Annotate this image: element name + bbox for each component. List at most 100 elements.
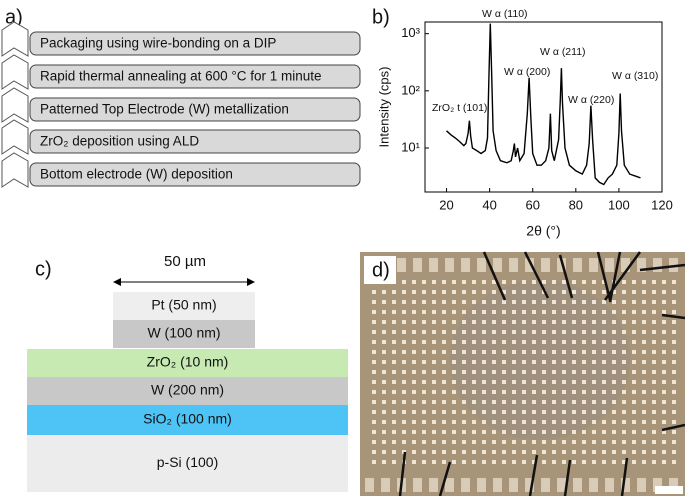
pad (512, 460, 516, 464)
pad (562, 310, 566, 314)
pad (622, 300, 626, 304)
pad (662, 410, 666, 414)
pad (592, 420, 596, 424)
edge-pad (605, 258, 614, 272)
pad (382, 290, 386, 294)
pad (452, 420, 456, 424)
edge-pad (589, 258, 598, 272)
pad (582, 290, 586, 294)
pad (592, 460, 596, 464)
pad (602, 380, 606, 384)
pad (392, 430, 396, 434)
pad (672, 380, 676, 384)
pad (672, 280, 676, 284)
pad (652, 310, 656, 314)
pad (532, 460, 536, 464)
pad (572, 310, 576, 314)
pad (662, 460, 666, 464)
pad (532, 330, 536, 334)
pad (482, 300, 486, 304)
edge-pad (429, 478, 438, 492)
pad (422, 340, 426, 344)
pad (392, 360, 396, 364)
pad (502, 400, 506, 404)
pad (592, 380, 596, 384)
pad (442, 280, 446, 284)
pad (462, 330, 466, 334)
pad (532, 340, 536, 344)
pad (632, 440, 636, 444)
pad (642, 300, 646, 304)
edge-pad (669, 478, 678, 492)
pad (482, 450, 486, 454)
pad (432, 460, 436, 464)
pad (592, 330, 596, 334)
pad (552, 280, 556, 284)
pad (482, 340, 486, 344)
pad (402, 360, 406, 364)
plot-frame (424, 21, 663, 193)
pad (372, 370, 376, 374)
pad (522, 450, 526, 454)
pad (662, 330, 666, 334)
pad (502, 390, 506, 394)
step-box (29, 162, 361, 187)
pad (422, 350, 426, 354)
pad (602, 290, 606, 294)
pad (402, 350, 406, 354)
pad (502, 380, 506, 384)
panel-label: b) (372, 6, 390, 28)
pad (512, 320, 516, 324)
pad (552, 330, 556, 334)
pad (672, 420, 676, 424)
edge-pad (557, 478, 566, 492)
pad (482, 410, 486, 414)
pad (492, 440, 496, 444)
pad (492, 350, 496, 354)
step-text: Bottom electrode (W) deposition (40, 167, 233, 182)
pad (602, 330, 606, 334)
pad (472, 410, 476, 414)
pad (662, 450, 666, 454)
pad (512, 350, 516, 354)
pad (492, 390, 496, 394)
pad (672, 320, 676, 324)
pad (492, 460, 496, 464)
pad (632, 400, 636, 404)
pad (472, 370, 476, 374)
pad (452, 460, 456, 464)
pad (452, 350, 456, 354)
pad (442, 330, 446, 334)
pad (492, 400, 496, 404)
pad (642, 460, 646, 464)
label-box (364, 256, 396, 284)
pad (372, 330, 376, 334)
pad (652, 440, 656, 444)
pad (372, 460, 376, 464)
pad (582, 440, 586, 444)
pad (532, 370, 536, 374)
pad (622, 290, 626, 294)
pad (502, 420, 506, 424)
edge-pad (589, 478, 598, 492)
pad (532, 410, 536, 414)
edge-pad (573, 478, 582, 492)
pad (442, 310, 446, 314)
pad (502, 360, 506, 364)
pad (602, 400, 606, 404)
pad (402, 340, 406, 344)
pad (662, 400, 666, 404)
pad (612, 290, 616, 294)
pad (602, 370, 606, 374)
pad (442, 430, 446, 434)
pad (602, 350, 606, 354)
pad (472, 380, 476, 384)
edge-pad (573, 258, 582, 272)
pad (472, 350, 476, 354)
pad (462, 460, 466, 464)
bond-wire (523, 251, 550, 299)
pad (632, 360, 636, 364)
step-text: ZrO₂ deposition using ALD (40, 134, 199, 149)
pad (612, 430, 616, 434)
pad (482, 290, 486, 294)
